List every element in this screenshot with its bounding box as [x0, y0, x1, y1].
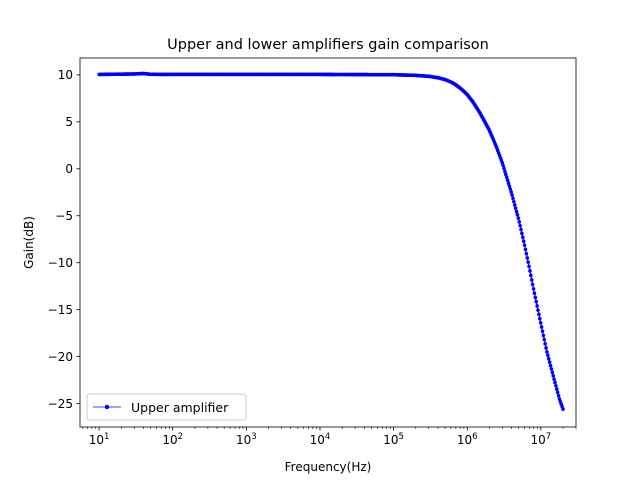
- y-tick-label-5: −15: [48, 303, 73, 317]
- data-point-0-506: [549, 367, 554, 371]
- y-tick-label-6: −20: [48, 350, 73, 364]
- data-point-0-505: [548, 363, 553, 368]
- data-point-0-464: [512, 199, 516, 204]
- data-point-0-507: [550, 370, 555, 375]
- data-point-0-466: [513, 206, 518, 211]
- legend: Upper amplifier: [86, 393, 247, 421]
- x-tick-label-0: 101: [89, 432, 110, 447]
- data-point-0-481: [527, 264, 531, 269]
- data-point-0-470: [517, 219, 522, 224]
- data-point-0-487: [532, 291, 537, 296]
- data-point-0-501: [545, 350, 549, 354]
- data-point-0-467: [514, 209, 519, 214]
- data-point-0-503: [546, 356, 551, 361]
- data-point-0-519: [561, 407, 565, 411]
- data-point-0-454: [503, 169, 507, 174]
- data-point-0-474: [521, 235, 525, 240]
- legend-marker-swatch: [104, 404, 110, 410]
- x-tick-label-4: 105: [383, 432, 404, 447]
- data-point-0-497: [541, 333, 546, 338]
- x-tick-label-1: 102: [162, 432, 183, 447]
- x-tick-label-6: 107: [531, 432, 552, 447]
- series-layer: [97, 71, 565, 411]
- data-point-0-461: [509, 190, 513, 194]
- data-point-0-478: [524, 251, 529, 256]
- data-point-0-465: [512, 203, 517, 207]
- data-point-0-460: [508, 187, 513, 191]
- data-point-0-483: [529, 273, 533, 278]
- plot-frame: [79, 57, 577, 428]
- data-point-0-491: [536, 308, 540, 312]
- data-point-0-469: [516, 216, 521, 220]
- data-point-0-475: [521, 239, 526, 244]
- data-point-0-463: [511, 196, 515, 201]
- legend-label-upper-amplifier: Upper amplifier: [131, 400, 229, 415]
- data-point-0-453: [502, 166, 506, 171]
- data-point-0-499: [543, 341, 547, 346]
- data-point-0-493: [537, 316, 542, 321]
- data-point-0-485: [530, 282, 535, 287]
- data-point-0-477: [523, 247, 528, 252]
- data-point-0-452: [501, 163, 505, 168]
- data-point-0-479: [525, 256, 530, 260]
- data-point-0-486: [531, 287, 536, 291]
- data-point-0-455: [504, 172, 508, 177]
- data-point-0-494: [538, 321, 543, 325]
- data-point-0-458: [506, 181, 511, 185]
- data-point-0-462: [510, 193, 514, 197]
- data-point-0-482: [528, 269, 532, 273]
- data-point-0-480: [526, 260, 530, 264]
- data-point-0-451: [500, 161, 505, 165]
- x-axis: 101 102 103 104 105 106 107: [82, 427, 577, 447]
- x-tick-label-5: 106: [457, 432, 478, 447]
- x-tick-label-2: 103: [236, 432, 257, 447]
- data-point-0-495: [539, 325, 544, 329]
- data-point-0-476: [522, 243, 527, 247]
- data-point-0-500: [544, 346, 548, 350]
- data-point-0-502: [546, 353, 550, 358]
- x-axis-label: Frequency(Hz): [285, 460, 372, 474]
- data-point-0-508: [551, 373, 555, 378]
- y-tick-label-0: 10: [58, 68, 73, 82]
- data-point-0-484: [529, 278, 534, 282]
- data-point-0-498: [542, 337, 547, 342]
- data-point-0-459: [507, 184, 512, 188]
- data-point-0-490: [535, 304, 539, 308]
- y-tick-label-3: −5: [55, 209, 73, 223]
- data-point-0-471: [518, 223, 522, 228]
- data-point-0-492: [537, 312, 541, 317]
- y-tick-label-1: 5: [65, 115, 73, 129]
- data-point-0-509: [552, 377, 556, 381]
- data-point-0-496: [540, 329, 545, 334]
- y-tick-label-4: −10: [48, 256, 73, 270]
- y-axis: 10 5 0 −5 −10 −15 −20 −25: [48, 68, 80, 411]
- data-point-0-510: [553, 380, 557, 385]
- data-point-0-488: [533, 295, 538, 300]
- y-tick-label-2: 0: [65, 162, 73, 176]
- data-point-0-489: [534, 299, 539, 304]
- legend-box: [86, 393, 247, 421]
- data-point-0-511: [554, 383, 558, 388]
- data-point-0-513: [555, 390, 560, 395]
- y-tick-label-7: −25: [48, 397, 73, 411]
- x-tick-label-3: 104: [310, 432, 331, 447]
- data-point-0-472: [519, 227, 523, 232]
- data-point-0-468: [515, 213, 520, 217]
- data-point-0-457: [505, 178, 510, 183]
- data-point-0-504: [547, 360, 552, 364]
- chart-title: Upper and lower amplifiers gain comparis…: [167, 37, 489, 53]
- data-point-0-456: [504, 175, 509, 180]
- data-point-0-473: [520, 231, 524, 236]
- data-point-0-514: [556, 393, 561, 398]
- data-point-0-512: [554, 387, 559, 391]
- y-axis-label: Gain(dB): [22, 216, 36, 269]
